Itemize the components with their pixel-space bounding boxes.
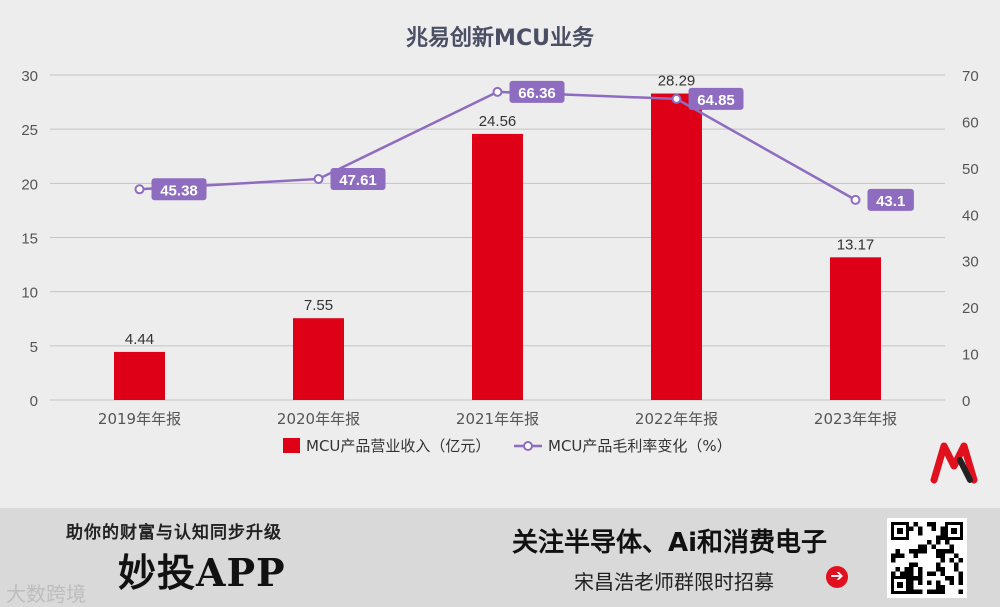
watermark: 大数跨境 [6, 582, 86, 606]
legend-bar-label: MCU产品营业收入（亿元） [306, 437, 490, 455]
line-value-label: 43.1 [876, 193, 905, 210]
x-tick-label: 2020年年报 [277, 410, 360, 428]
y-right-tick-label: 0 [962, 393, 970, 410]
y-left-tick-label: 25 [21, 122, 38, 139]
line-point [850, 194, 861, 205]
qr-code-icon[interactable] [887, 518, 967, 598]
bar-value-label: 28.29 [658, 73, 696, 90]
line-label-box [509, 80, 565, 103]
x-tick-label: 2023年年报 [814, 410, 897, 428]
y-left-tick-label: 0 [30, 393, 38, 410]
bar-value-label: 24.56 [479, 113, 517, 130]
bar-value-label: 7.55 [304, 297, 333, 314]
line-label-box [151, 178, 207, 201]
line-point [313, 173, 324, 184]
y-right-tick-label: 30 [962, 254, 979, 271]
line-value-label: 64.85 [697, 92, 735, 109]
y-right-tick-label: 40 [962, 207, 979, 224]
combo-chart: 0 5 10 15 20 25 30 0 10 20 30 40 50 60 70 4.44 7.55 24.56… [21, 68, 979, 455]
line-label-box [867, 188, 914, 211]
chart-title: 兆易创新MCU业务 [406, 26, 594, 51]
y-left-tick-label: 30 [21, 68, 38, 85]
y-left-tick-label: 10 [21, 285, 38, 302]
promo-banner: 助你的财富与认知同步升级 妙投APP 大数跨境 关注半导体、Ai和消费电子 宋昌… [0, 508, 1000, 607]
line-label-box [330, 167, 386, 190]
bar [114, 351, 165, 400]
bar-value-label: 13.17 [837, 236, 875, 253]
chart-area: 兆易创新MCU业务 0 5 10 15 20 25 30 0 10 20 30 40 50 60 70 4.4… [21, 26, 979, 484]
line-value-label: 47.61 [339, 172, 377, 189]
y-right-tick-label: 20 [962, 300, 979, 317]
arrow-right-icon[interactable]: ➔ [826, 566, 848, 588]
y-left-tick-label: 15 [21, 231, 38, 248]
bar [472, 133, 523, 400]
y-right-tick-label: 10 [962, 347, 979, 364]
x-tick-label: 2019年年报 [98, 410, 181, 428]
brand-logo-icon [930, 442, 978, 484]
line-value-label: 66.36 [518, 85, 556, 102]
banner-slogan: 助你的财富与认知同步升级 [66, 523, 282, 543]
y-right-tick-label: 50 [962, 161, 979, 178]
bar [293, 318, 344, 400]
x-tick-label: 2021年年报 [456, 410, 539, 428]
line-point [134, 184, 145, 195]
bar-value-label: 4.44 [125, 331, 154, 348]
y-right-tick-label: 60 [962, 114, 979, 131]
line-label-box [688, 87, 744, 110]
recruit-text[interactable]: 宋昌浩老师群限时招募 [574, 570, 774, 594]
y-left-tick-label: 20 [21, 176, 38, 193]
banner-headline: 关注半导体、Ai和消费电子 [512, 528, 828, 558]
app-name[interactable]: 妙投APP [118, 550, 286, 595]
line-point [671, 93, 682, 104]
line-point [492, 86, 503, 97]
y-left-tick-label: 5 [30, 339, 38, 356]
legend-line-marker [523, 441, 533, 451]
bar [830, 257, 881, 400]
bar [651, 93, 702, 401]
y-right-tick-label: 70 [962, 68, 979, 85]
legend-line-label: MCU产品毛利率变化（%） [548, 437, 732, 455]
legend-bar-swatch [283, 438, 300, 453]
line-value-label: 45.38 [160, 182, 198, 199]
x-tick-label: 2022年年报 [635, 410, 718, 428]
